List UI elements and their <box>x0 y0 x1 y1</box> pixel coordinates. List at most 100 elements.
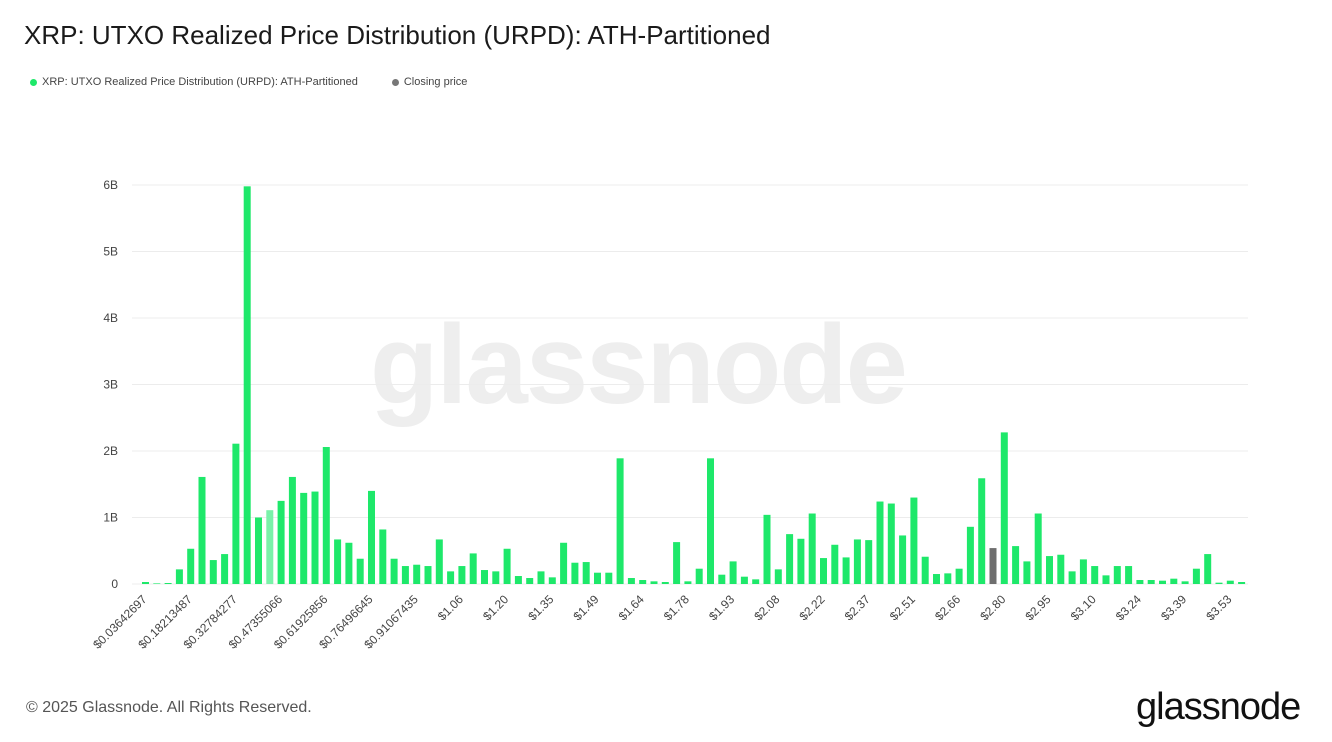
distribution-bar[interactable] <box>198 476 206 584</box>
legend-item-closing-price[interactable]: Closing price <box>391 76 467 88</box>
distribution-bar[interactable] <box>1034 513 1042 584</box>
distribution-bar[interactable] <box>605 572 613 584</box>
distribution-bar[interactable] <box>661 582 669 584</box>
distribution-bar[interactable] <box>153 583 161 584</box>
distribution-bar[interactable] <box>356 558 364 584</box>
distribution-bar[interactable] <box>820 558 827 584</box>
distribution-bar[interactable] <box>1091 566 1099 584</box>
distribution-bar[interactable] <box>164 583 172 584</box>
distribution-bar[interactable] <box>955 568 963 584</box>
distribution-bar[interactable] <box>673 542 681 584</box>
distribution-bar[interactable] <box>933 574 940 584</box>
distribution-bar[interactable] <box>808 513 816 584</box>
distribution-bar[interactable] <box>1012 546 1020 584</box>
distribution-bar[interactable] <box>707 458 714 584</box>
distribution-bar[interactable] <box>978 478 986 584</box>
distribution-bar[interactable] <box>1226 580 1234 584</box>
distribution-bar[interactable] <box>1215 582 1223 584</box>
distribution-bar[interactable] <box>503 548 511 584</box>
distribution-bar[interactable] <box>910 497 918 584</box>
distribution-bar[interactable] <box>187 548 195 584</box>
distribution-bar[interactable] <box>277 500 285 584</box>
distribution-bar[interactable] <box>1136 580 1144 584</box>
distribution-bar[interactable] <box>526 578 534 584</box>
distribution-bar[interactable] <box>650 581 658 584</box>
distribution-bar[interactable] <box>571 562 579 584</box>
distribution-bar[interactable] <box>1181 581 1189 584</box>
distribution-bar[interactable] <box>413 564 421 584</box>
distribution-bar[interactable] <box>729 561 737 584</box>
distribution-bar[interactable] <box>492 571 500 584</box>
distribution-bar[interactable] <box>1102 575 1110 584</box>
distribution-bar[interactable] <box>887 503 895 584</box>
distribution-bar[interactable] <box>627 578 635 584</box>
distribution-bar[interactable] <box>876 501 884 584</box>
distribution-bar[interactable] <box>1204 554 1212 584</box>
distribution-bar[interactable] <box>243 186 251 584</box>
distribution-bar[interactable] <box>311 491 319 584</box>
distribution-bar[interactable] <box>1068 571 1076 584</box>
distribution-bar[interactable] <box>797 538 805 584</box>
distribution-bar[interactable] <box>322 447 330 584</box>
distribution-bar[interactable] <box>300 492 308 584</box>
distribution-bar[interactable] <box>921 556 929 584</box>
distribution-bar[interactable] <box>865 540 873 584</box>
distribution-bar[interactable] <box>1023 561 1031 584</box>
distribution-bar[interactable] <box>481 570 488 584</box>
distribution-bar[interactable] <box>334 539 342 584</box>
distribution-bar[interactable] <box>1113 566 1121 584</box>
distribution-bar[interactable] <box>831 544 839 584</box>
distribution-bar[interactable] <box>944 573 952 584</box>
distribution-bar[interactable] <box>1192 568 1200 584</box>
distribution-bar[interactable] <box>1079 559 1087 584</box>
distribution-bar[interactable] <box>786 534 794 584</box>
distribution-bar[interactable] <box>424 566 432 584</box>
distribution-bar[interactable] <box>368 490 375 584</box>
distribution-bar[interactable] <box>401 566 409 584</box>
distribution-bar[interactable] <box>458 566 466 584</box>
distribution-bar[interactable] <box>718 574 726 584</box>
distribution-bar[interactable] <box>266 510 274 584</box>
closing-price-bar[interactable] <box>989 548 997 584</box>
distribution-bar[interactable] <box>345 542 353 584</box>
distribution-bar[interactable] <box>740 576 748 584</box>
distribution-bar[interactable] <box>255 517 262 585</box>
distribution-bar[interactable] <box>1147 580 1155 584</box>
distribution-bar[interactable] <box>514 576 522 584</box>
distribution-bar[interactable] <box>447 571 455 584</box>
distribution-bar[interactable] <box>1170 578 1178 584</box>
distribution-bar[interactable] <box>639 580 647 584</box>
distribution-bar[interactable] <box>774 569 782 584</box>
distribution-bar[interactable] <box>695 568 703 584</box>
distribution-bar[interactable] <box>966 526 974 584</box>
distribution-bar[interactable] <box>1000 432 1008 584</box>
distribution-bar[interactable] <box>763 514 771 584</box>
legend-item-urpd[interactable]: XRP: UTXO Realized Price Distribution (U… <box>30 76 358 88</box>
distribution-bar[interactable] <box>288 476 296 584</box>
distribution-bar[interactable] <box>616 458 624 584</box>
distribution-bar[interactable] <box>684 581 692 584</box>
distribution-bar[interactable] <box>209 560 217 584</box>
distribution-bar[interactable] <box>390 558 398 584</box>
distribution-bar[interactable] <box>899 535 907 584</box>
distribution-bar[interactable] <box>560 542 568 584</box>
distribution-bar[interactable] <box>142 582 149 584</box>
distribution-bar[interactable] <box>582 562 590 584</box>
distribution-bar[interactable] <box>842 557 850 584</box>
distribution-bar[interactable] <box>379 529 387 584</box>
distribution-bar[interactable] <box>594 572 601 584</box>
distribution-bar[interactable] <box>752 579 760 584</box>
distribution-bar[interactable] <box>1238 582 1246 584</box>
distribution-bar[interactable] <box>1125 566 1133 584</box>
distribution-bar[interactable] <box>1046 556 1053 584</box>
distribution-bar[interactable] <box>232 443 240 584</box>
distribution-bar[interactable] <box>175 569 183 584</box>
distribution-bar[interactable] <box>853 539 861 584</box>
distribution-bar[interactable] <box>1159 580 1166 584</box>
distribution-bar[interactable] <box>221 554 229 584</box>
distribution-bar[interactable] <box>1057 554 1065 584</box>
distribution-bar[interactable] <box>548 577 556 584</box>
distribution-bar[interactable] <box>537 571 545 584</box>
distribution-bar[interactable] <box>435 539 443 584</box>
distribution-bar[interactable] <box>469 553 477 584</box>
